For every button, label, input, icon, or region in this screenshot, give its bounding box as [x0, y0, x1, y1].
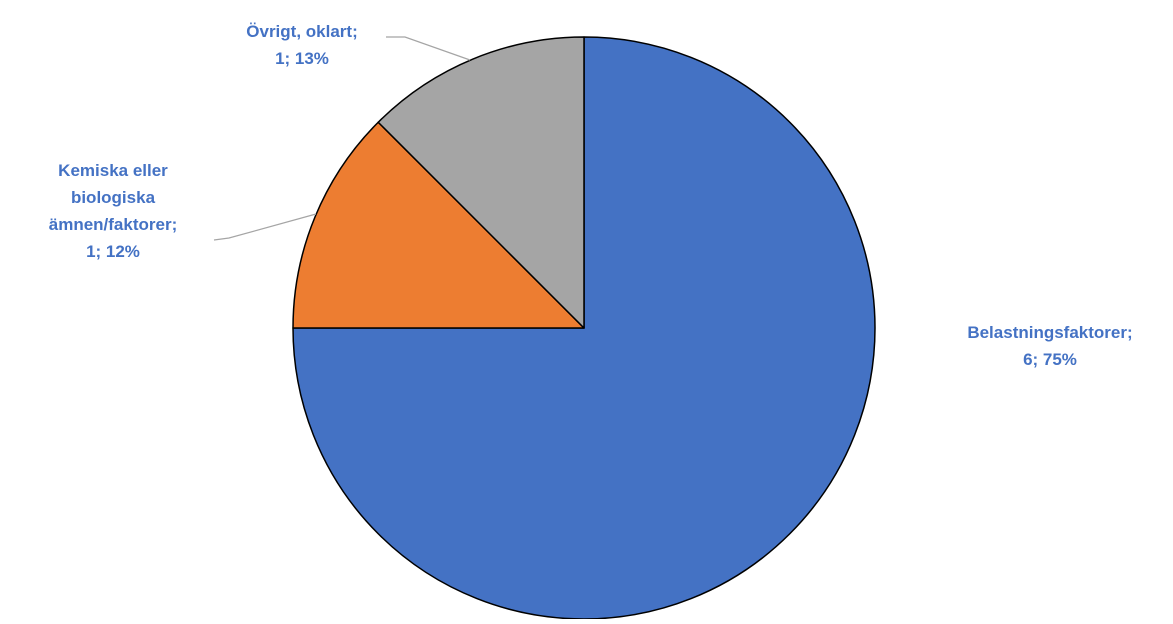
data-label-line: 1; 12% — [86, 242, 140, 261]
data-label-line: biologiska — [71, 188, 156, 207]
data-label-line: ämnen/faktorer; — [49, 215, 177, 234]
pie-slice-ovrigt-oklart — [377, 36, 585, 329]
leader-line-kemiska-biologiska — [213, 213, 317, 241]
data-label-kemiska-biologiska: Kemiska eller biologiska ämnen/faktorer; 1;… — [49, 161, 177, 261]
slices-layer — [292, 36, 876, 620]
data-label-line: Kemiska eller — [58, 161, 168, 180]
data-label-line: 1; 13% — [275, 49, 329, 68]
data-label-line: Övrigt, oklart; — [246, 22, 357, 41]
pie-slice-belastningsfaktorer — [292, 36, 876, 620]
data-label-line: 6; 75% — [1023, 350, 1077, 369]
data-labels-layer: Belastningsfaktorer; 6; 75% Kemiska eller b… — [49, 22, 1133, 369]
leader-lines-layer — [213, 36, 471, 241]
pie-slice-kemiska-biologiska — [292, 121, 585, 329]
data-label-line: Belastningsfaktorer; — [967, 323, 1132, 342]
data-label-ovrigt-oklart: Övrigt, oklart; 1; 13% — [246, 22, 357, 68]
leader-line-ovrigt-oklart — [386, 36, 471, 61]
data-label-belastningsfaktorer: Belastningsfaktorer; 6; 75% — [967, 323, 1132, 369]
